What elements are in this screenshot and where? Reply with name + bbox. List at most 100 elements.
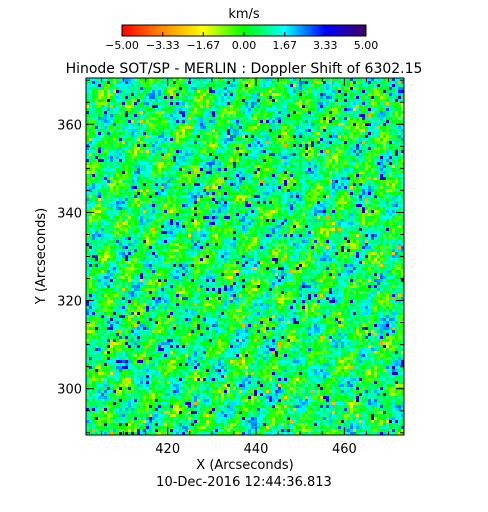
heatmap-cell xyxy=(254,201,257,204)
heatmap-cell xyxy=(173,186,176,189)
heatmap-cell xyxy=(278,171,281,174)
heatmap-cell xyxy=(182,108,185,111)
heatmap-cell xyxy=(215,99,218,102)
heatmap-cell xyxy=(257,99,260,102)
heatmap-cell xyxy=(137,132,140,135)
heatmap-cell xyxy=(332,129,335,132)
heatmap-cell xyxy=(128,174,131,177)
heatmap-cell xyxy=(197,180,200,183)
heatmap-cell xyxy=(152,159,155,162)
heatmap-cell xyxy=(176,192,179,195)
heatmap-cell xyxy=(257,186,260,189)
heatmap-cell xyxy=(89,180,92,183)
heatmap-cell xyxy=(152,201,155,204)
heatmap-cell xyxy=(299,159,302,162)
heatmap-cell xyxy=(245,168,248,171)
heatmap-cell xyxy=(323,153,326,156)
heatmap-cell xyxy=(158,93,161,96)
heatmap-cell xyxy=(128,135,131,138)
heatmap-cell xyxy=(386,78,389,81)
heatmap-cell xyxy=(197,195,200,198)
heatmap-cell xyxy=(143,210,146,213)
heatmap-cell xyxy=(368,90,371,93)
heatmap-cell xyxy=(350,102,353,105)
heatmap-cell xyxy=(116,147,119,150)
heatmap-cell xyxy=(302,147,305,150)
heatmap-cell xyxy=(110,87,113,90)
heatmap-cell xyxy=(323,96,326,99)
heatmap-cell xyxy=(260,99,263,102)
heatmap-cell xyxy=(89,132,92,135)
heatmap-cell xyxy=(263,141,266,144)
heatmap-cell xyxy=(347,132,350,135)
heatmap-cell xyxy=(110,138,113,141)
heatmap-cell xyxy=(260,81,263,84)
heatmap-cell xyxy=(245,216,248,219)
heatmap-cell xyxy=(179,180,182,183)
heatmap-cell xyxy=(353,135,356,138)
heatmap-cell xyxy=(266,135,269,138)
heatmap-cell xyxy=(146,165,149,168)
heatmap-cell xyxy=(401,180,404,183)
heatmap-cell xyxy=(377,147,380,150)
heatmap-cell xyxy=(341,120,344,123)
heatmap-cell xyxy=(332,117,335,120)
heatmap-cell xyxy=(347,162,350,165)
heatmap-cell xyxy=(395,90,398,93)
heatmap-cell xyxy=(290,123,293,126)
heatmap-cell xyxy=(350,78,353,81)
heatmap-cell xyxy=(401,204,404,207)
heatmap-cell xyxy=(203,153,206,156)
heatmap-cell xyxy=(182,198,185,201)
heatmap-cell xyxy=(167,159,170,162)
heatmap-cell xyxy=(398,207,401,210)
heatmap-cell xyxy=(110,102,113,105)
heatmap-cell xyxy=(146,159,149,162)
heatmap-cell xyxy=(86,147,89,150)
heatmap-cell xyxy=(314,162,317,165)
heatmap-cell xyxy=(203,207,206,210)
heatmap-cell xyxy=(281,201,284,204)
heatmap-cell xyxy=(326,207,329,210)
heatmap-cell xyxy=(338,210,341,213)
heatmap-cell xyxy=(272,87,275,90)
heatmap-cell xyxy=(347,147,350,150)
heatmap-cell xyxy=(248,96,251,99)
heatmap-cell xyxy=(347,192,350,195)
heatmap-cell xyxy=(314,120,317,123)
heatmap-cell xyxy=(320,90,323,93)
heatmap-cell xyxy=(221,144,224,147)
heatmap-cell xyxy=(263,105,266,108)
heatmap-cell xyxy=(218,183,221,186)
heatmap-cell xyxy=(260,111,263,114)
heatmap-cell xyxy=(356,132,359,135)
heatmap-cell xyxy=(155,171,158,174)
heatmap-cell xyxy=(227,183,230,186)
heatmap-cell xyxy=(374,162,377,165)
heatmap-cell xyxy=(347,144,350,147)
heatmap-cell xyxy=(158,207,161,210)
heatmap-cell xyxy=(350,156,353,159)
heatmap-cell xyxy=(107,111,110,114)
heatmap-cell xyxy=(365,195,368,198)
heatmap-cell xyxy=(269,192,272,195)
heatmap-cell xyxy=(170,123,173,126)
heatmap-cell xyxy=(326,192,329,195)
heatmap-cell xyxy=(218,141,221,144)
heatmap-cell xyxy=(194,78,197,81)
heatmap-cell xyxy=(212,81,215,84)
heatmap-cell xyxy=(263,207,266,210)
heatmap-cell xyxy=(167,198,170,201)
heatmap-cell xyxy=(98,195,101,198)
heatmap-cell xyxy=(215,210,218,213)
heatmap-cell xyxy=(317,189,320,192)
heatmap-cell xyxy=(350,174,353,177)
heatmap-cell xyxy=(155,210,158,213)
heatmap-cell xyxy=(293,165,296,168)
heatmap-cell xyxy=(236,114,239,117)
heatmap-cell xyxy=(386,126,389,129)
heatmap-cell xyxy=(398,162,401,165)
heatmap-cell xyxy=(203,192,206,195)
heatmap-cell xyxy=(350,123,353,126)
heatmap-cell xyxy=(368,171,371,174)
